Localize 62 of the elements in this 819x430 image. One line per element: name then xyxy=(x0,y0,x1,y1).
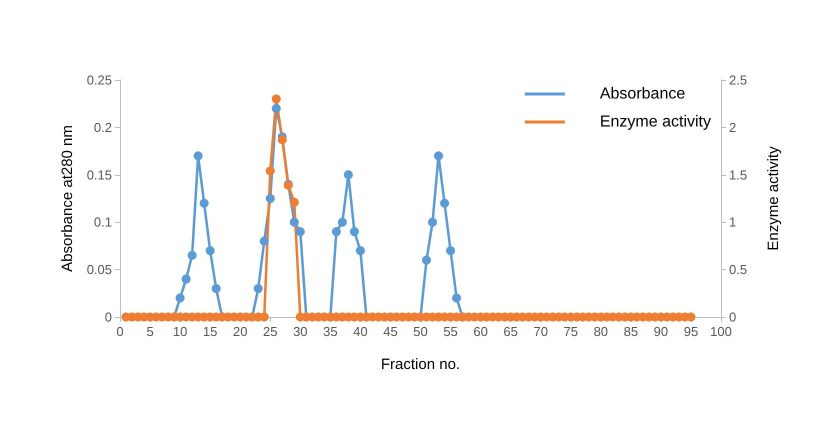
y2-tick-label: 0 xyxy=(729,310,736,324)
point xyxy=(272,104,281,113)
point xyxy=(206,246,215,256)
x-tick-label: 15 xyxy=(202,324,218,339)
point xyxy=(446,246,456,256)
x-tick-label: 95 xyxy=(684,324,698,339)
point xyxy=(350,227,359,236)
x-tick-label: 55 xyxy=(443,324,458,339)
point xyxy=(176,294,185,303)
x-tick-label: 5 xyxy=(146,324,154,339)
point xyxy=(338,218,347,227)
y-tick-label: 0.15 xyxy=(86,167,112,182)
point xyxy=(440,198,450,208)
point xyxy=(188,250,197,260)
point xyxy=(356,246,365,256)
point xyxy=(428,218,438,227)
x-tick-label: 25 xyxy=(263,324,278,339)
x-tick-label: 80 xyxy=(594,324,608,339)
x-tick-label: 90 xyxy=(654,324,668,339)
legend-label: Absorbance xyxy=(600,86,686,102)
y-axis-title: Absorbance at280 nm xyxy=(59,125,76,272)
x-tick-label: 100 xyxy=(710,324,732,339)
y2-tick-label: 1.5 xyxy=(729,167,748,182)
point xyxy=(200,198,209,208)
x-tick-label: 20 xyxy=(232,324,248,339)
point xyxy=(344,170,353,180)
point xyxy=(182,274,191,284)
point xyxy=(290,218,299,227)
point xyxy=(452,294,462,303)
y2-tick-label: 2 xyxy=(729,120,736,135)
y-tick-label: 0.25 xyxy=(86,72,112,88)
point xyxy=(296,227,305,236)
point xyxy=(194,151,203,160)
x-tick-label: 40 xyxy=(353,324,368,339)
x-tick-label: 45 xyxy=(383,324,398,339)
x-tick-label: 70 xyxy=(533,324,548,339)
x-tick-label: 10 xyxy=(172,324,188,339)
y2-tick-label: 0.5 xyxy=(729,262,748,278)
x-tick-label: 0 xyxy=(116,324,124,339)
y2-axis-title: Enzyme activity xyxy=(765,146,782,251)
point xyxy=(422,256,432,265)
x-tick-label: 35 xyxy=(323,324,338,339)
y2-tick-label: 2.5 xyxy=(729,72,748,88)
point xyxy=(332,227,341,236)
y-tick-label: 0.05 xyxy=(86,262,112,278)
x-axis-title: Fraction no. xyxy=(380,356,460,373)
x-tick-label: 50 xyxy=(413,324,428,339)
y-tick-label: 0 xyxy=(104,310,112,324)
legend-label: Enzyme activity xyxy=(600,114,711,130)
x-tick-label: 85 xyxy=(624,324,638,339)
point xyxy=(212,284,221,294)
x-tick-label: 75 xyxy=(564,324,578,339)
point xyxy=(434,151,444,160)
x-tick-label: 60 xyxy=(473,324,488,339)
y-tick-label: 0.2 xyxy=(94,120,112,135)
x-tick-label: 65 xyxy=(503,324,518,339)
x-tick-label: 30 xyxy=(293,324,308,339)
point xyxy=(266,194,275,203)
point xyxy=(254,284,263,294)
y-tick-label: 0.1 xyxy=(94,214,112,230)
point xyxy=(260,236,269,246)
y2-tick-label: 1 xyxy=(729,214,736,230)
